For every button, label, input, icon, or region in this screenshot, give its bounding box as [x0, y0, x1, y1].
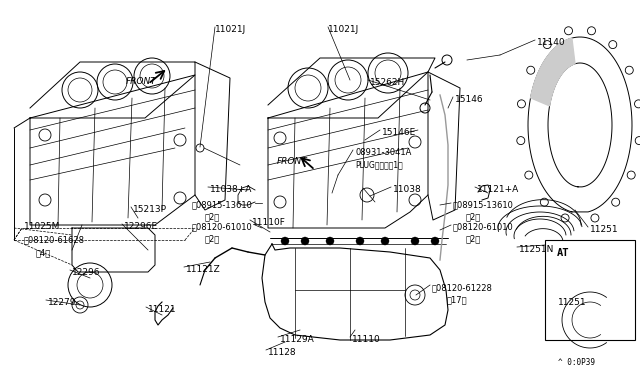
Text: 15213P: 15213P [133, 205, 167, 214]
Text: 15262H: 15262H [370, 78, 405, 87]
Text: Ⓑ08120-61010: Ⓑ08120-61010 [453, 222, 514, 231]
Polygon shape [531, 38, 575, 106]
Text: Ⓑ08120-61628: Ⓑ08120-61628 [24, 235, 85, 244]
Text: Ⓑ08120-61010: Ⓑ08120-61010 [192, 222, 253, 231]
Text: （2）: （2） [205, 212, 220, 221]
Text: 12296: 12296 [72, 268, 100, 277]
Text: 12279: 12279 [48, 298, 77, 307]
Polygon shape [262, 244, 448, 340]
Text: 15146: 15146 [455, 95, 484, 104]
Text: 11121Z: 11121Z [186, 265, 221, 274]
Polygon shape [548, 63, 612, 187]
Text: PLUGプラグ（1）: PLUGプラグ（1） [355, 160, 403, 169]
Circle shape [326, 237, 334, 245]
Text: Ⓦ08915-13610: Ⓦ08915-13610 [192, 200, 253, 209]
Text: 11121: 11121 [148, 305, 177, 314]
Circle shape [356, 237, 364, 245]
Text: 11251: 11251 [590, 225, 619, 234]
Circle shape [281, 237, 289, 245]
Text: （2）: （2） [205, 234, 220, 243]
Text: 12296E: 12296E [124, 222, 158, 231]
Text: 15146E: 15146E [382, 128, 416, 137]
Circle shape [431, 237, 439, 245]
Text: 11110F: 11110F [252, 218, 286, 227]
Polygon shape [195, 62, 230, 210]
Text: 08931-3041A: 08931-3041A [355, 148, 412, 157]
Text: 11025M: 11025M [24, 222, 60, 231]
Text: （17）: （17） [447, 295, 468, 304]
Text: Ⓑ08120-61228: Ⓑ08120-61228 [432, 283, 493, 292]
Text: 11251: 11251 [558, 298, 587, 307]
Polygon shape [528, 37, 632, 212]
Circle shape [411, 237, 419, 245]
Text: 11021J: 11021J [328, 25, 359, 34]
Text: ^ 0:0P39: ^ 0:0P39 [558, 358, 595, 367]
Circle shape [301, 237, 309, 245]
Text: 11038+A: 11038+A [210, 185, 252, 194]
Text: 11121+A: 11121+A [477, 185, 519, 194]
Text: 11128: 11128 [268, 348, 296, 357]
Text: （4）: （4） [36, 248, 51, 257]
Polygon shape [428, 72, 460, 220]
Text: （2）: （2） [466, 212, 481, 221]
Text: 11140: 11140 [537, 38, 566, 47]
Circle shape [381, 237, 389, 245]
Text: 11038: 11038 [393, 185, 422, 194]
Text: 11110: 11110 [352, 335, 381, 344]
Polygon shape [268, 58, 435, 118]
Polygon shape [72, 228, 155, 272]
Text: FRONT: FRONT [126, 77, 157, 87]
Polygon shape [30, 62, 195, 118]
Polygon shape [30, 75, 195, 225]
Text: AT: AT [557, 248, 570, 258]
Text: 11021J: 11021J [215, 25, 246, 34]
Text: FRONT: FRONT [277, 157, 308, 167]
Text: 11129A: 11129A [280, 335, 315, 344]
Text: Ⓦ08915-13610: Ⓦ08915-13610 [453, 200, 514, 209]
Text: （2）: （2） [466, 234, 481, 243]
Polygon shape [268, 72, 428, 228]
FancyBboxPatch shape [545, 240, 635, 340]
Text: 11251N: 11251N [519, 245, 554, 254]
